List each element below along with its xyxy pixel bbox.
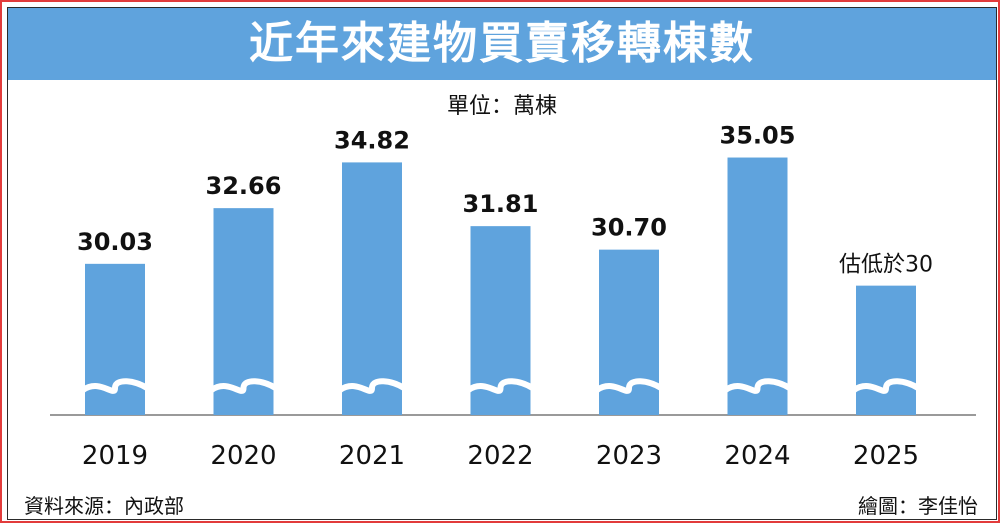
axis-break-mark — [595, 378, 663, 394]
bar-2024 — [727, 157, 788, 415]
bar-2025 — [856, 285, 916, 415]
tick-label-2022: 2022 — [467, 441, 533, 471]
bar-chart: 30.03 2019 32.66 2020 34.82 2021 31.81 2022 30.7… — [50, 122, 976, 471]
chart-panel: 近年來建物買賣移轉棟數 單位：萬棟 30.03 2019 32.66 2020 34.8… — [7, 7, 997, 520]
axis-break-mark — [338, 378, 406, 394]
value-label-2021: 34.82 — [334, 126, 410, 154]
axis-break-mark — [723, 378, 792, 394]
value-label-2022: 31.81 — [463, 190, 539, 218]
chart-title: 近年來建物買賣移轉棟數 — [249, 18, 755, 69]
axis-break-mark — [209, 378, 278, 394]
value-label-2023: 30.70 — [591, 214, 667, 242]
tick-label-2025: 2025 — [853, 441, 919, 471]
value-label-2019: 30.03 — [77, 228, 153, 256]
tick-label-2024: 2024 — [724, 441, 790, 471]
tick-label-2021: 2021 — [339, 441, 405, 471]
title-bar: 近年來建物買賣移轉棟數 — [8, 8, 996, 80]
unit-label: 單位：萬棟 — [446, 94, 557, 119]
axis-break-mark — [81, 378, 149, 394]
axis-break-mark — [852, 378, 920, 394]
bar-2021 — [342, 162, 402, 415]
source-note: 資料來源：內政部 — [24, 494, 184, 518]
value-label-2024: 35.05 — [720, 122, 796, 150]
credit-note: 繪圖：李佳怡 — [858, 494, 978, 518]
tick-label-2019: 2019 — [82, 441, 148, 471]
tick-label-2020: 2020 — [210, 441, 276, 471]
tick-label-2023: 2023 — [596, 441, 662, 471]
axis-break-mark — [466, 378, 535, 394]
value-label-2025: 估低於30 — [839, 253, 933, 278]
value-label-2020: 32.66 — [206, 172, 282, 200]
